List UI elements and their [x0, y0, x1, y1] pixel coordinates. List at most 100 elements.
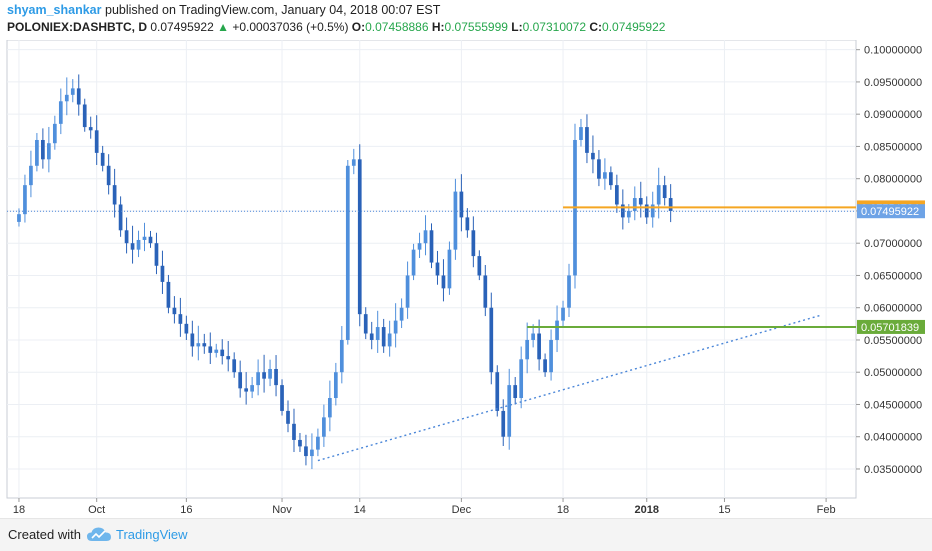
candle-body [555, 320, 559, 340]
candle [567, 263, 571, 317]
x-tick-label: 16 [180, 504, 192, 516]
candle-body [519, 359, 524, 399]
created-with-text: Created with [8, 527, 81, 542]
candle-body [262, 372, 266, 379]
candle [453, 178, 458, 260]
candle [178, 297, 183, 337]
candle [106, 154, 111, 195]
candle-body [489, 307, 494, 373]
candle [304, 434, 308, 466]
candle-body [172, 307, 177, 315]
candle-body [662, 185, 667, 199]
candle-body [453, 191, 458, 250]
candle [280, 379, 284, 416]
candle-body [244, 388, 249, 392]
candle [561, 300, 565, 327]
candle [471, 216, 476, 268]
candle [202, 333, 207, 354]
candle [597, 150, 601, 187]
candle [130, 225, 135, 264]
candle [591, 135, 595, 174]
candle-body [106, 165, 111, 186]
candle-body [202, 343, 207, 347]
candle-body [148, 236, 153, 244]
price-chart[interactable]: 0.10000000 0.09500000 0.09000000 0.08500000… [0, 40, 932, 518]
candle [250, 376, 254, 399]
candle-body [585, 127, 589, 153]
support-trendline [317, 314, 821, 462]
candle [184, 315, 189, 341]
candle-body [525, 339, 530, 360]
candle-body [459, 191, 464, 218]
candle-body [232, 359, 237, 373]
tradingview-brand[interactable]: TradingView [116, 527, 188, 542]
candle [226, 340, 231, 372]
candle [441, 259, 446, 302]
candle [632, 186, 637, 221]
author-link[interactable]: shyam_shankar [7, 3, 102, 17]
candle-body [23, 185, 27, 215]
candle [369, 321, 374, 350]
candle-body [88, 127, 93, 131]
candle [52, 115, 57, 150]
candle [292, 408, 296, 453]
candle [328, 380, 332, 432]
candle-body [369, 333, 374, 340]
candle-body [549, 339, 553, 373]
candle [166, 274, 171, 314]
candle-body [250, 385, 254, 392]
candle [208, 332, 213, 365]
candle [154, 232, 159, 275]
candle-body [626, 210, 631, 218]
close-value: 0.07495922 [602, 20, 666, 34]
candle-body [656, 185, 661, 205]
candle [298, 432, 302, 452]
candle [405, 261, 410, 319]
low-label: L: [511, 20, 523, 34]
candle-body [614, 185, 619, 205]
candle [316, 428, 320, 457]
candle [423, 215, 428, 256]
candle [339, 326, 344, 384]
candle-body [208, 346, 213, 353]
candle [447, 241, 452, 295]
candle-body [310, 449, 314, 457]
symbol-label[interactable]: POLONIEX:DASHBTC, D [7, 20, 148, 34]
y-tick-label: 0.03500000 [864, 464, 922, 476]
candle-body [435, 262, 440, 276]
candle-body [316, 436, 320, 450]
candle [501, 399, 506, 447]
candle-body [70, 88, 75, 95]
candle [495, 365, 500, 417]
candle [411, 243, 416, 281]
candle-body [638, 198, 643, 205]
candle [17, 208, 21, 227]
candle-body [64, 94, 69, 102]
candle [64, 77, 69, 116]
y-tick-label: 0.10000000 [864, 45, 922, 57]
candle [244, 372, 249, 405]
candle [489, 292, 494, 385]
candle-body [17, 214, 21, 222]
candle-body [668, 198, 673, 211]
x-tick-label: Oct [88, 504, 105, 516]
candle [603, 158, 607, 190]
candle [29, 150, 33, 198]
candle-body [142, 236, 147, 240]
candle [124, 217, 129, 254]
candle-body [136, 239, 141, 250]
candle-body [256, 372, 260, 386]
candle-body [274, 368, 278, 386]
x-tick-label: 14 [354, 504, 366, 516]
candle-body [441, 275, 446, 289]
price-badge-green: 0.05701839 [861, 322, 919, 334]
close-label: C: [589, 20, 603, 34]
candle [513, 376, 518, 405]
candle-body [35, 139, 39, 166]
candle [274, 355, 278, 397]
candle-body [304, 446, 308, 457]
candle-body [567, 275, 571, 308]
candle-body [471, 230, 476, 257]
y-tick-label: 0.07000000 [864, 238, 922, 250]
candle [579, 118, 583, 147]
